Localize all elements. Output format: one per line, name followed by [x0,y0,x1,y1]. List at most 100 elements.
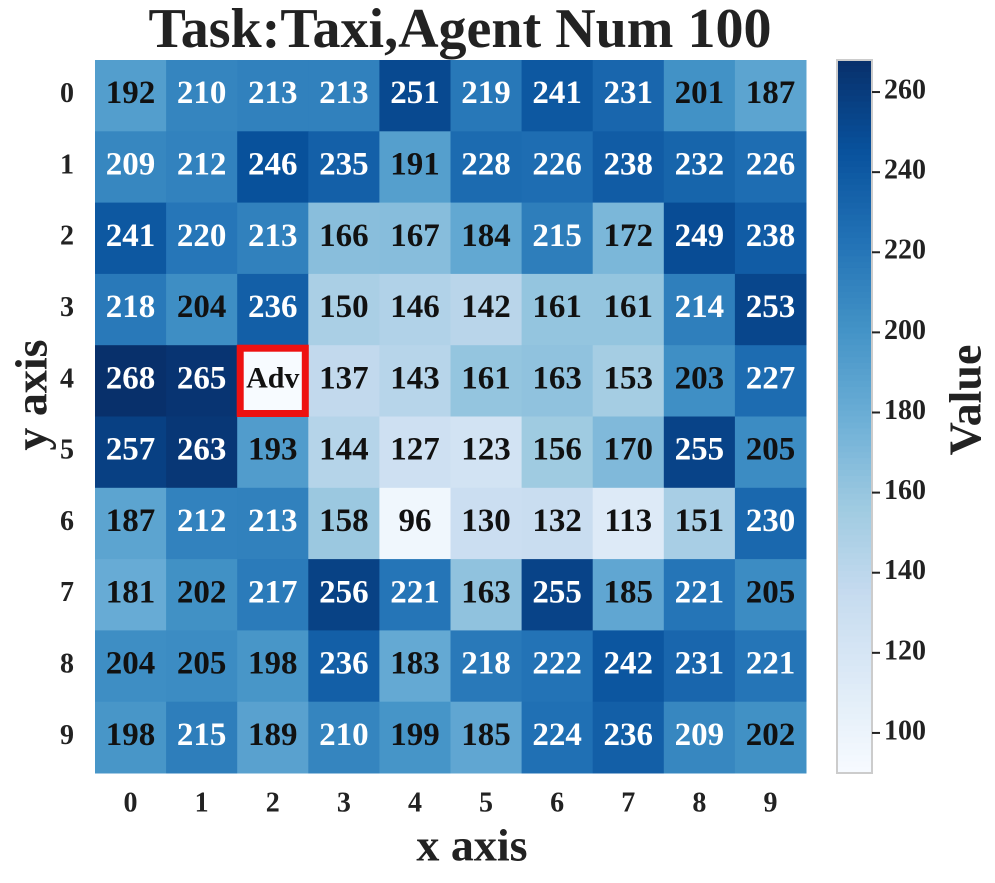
colorbar-segment [837,452,872,459]
cell-label: 222 [532,646,582,682]
heatmap-cell [521,273,594,346]
heatmap-cell [592,202,665,275]
colorbar-segment [837,315,872,323]
heatmap-cell [663,273,736,346]
colorbar-segment [837,125,872,132]
heatmap-cell [734,345,807,417]
colorbar-segment [837,481,872,489]
heatmap-cell [592,487,665,560]
cell-label: 189 [248,717,298,753]
cell-label: 224 [532,717,582,753]
cell-label: 170 [604,432,654,468]
cell-label: 146 [390,289,440,325]
cell-label: 187 [106,503,156,539]
cell-label: 219 [461,75,511,111]
cell-label: 221 [675,574,725,610]
cell-label: 215 [177,717,227,753]
cell-label: 132 [532,503,582,539]
cell-label: 251 [390,75,440,111]
cell-label: 231 [675,646,725,682]
heatmap-cell [308,701,380,774]
colorbar-segment [837,600,872,608]
colorbar-segment [837,737,872,744]
heatmap-cell [734,701,807,774]
colorbar-segment [837,113,872,121]
colorbar-segment [837,576,872,584]
heatmap-cell [379,630,451,703]
cell-label: 185 [461,717,511,753]
colorbar-segment [837,422,872,429]
cell-label: 257 [106,432,156,468]
y-tick-label: 1 [60,149,74,180]
colorbar-segment [837,475,872,483]
cell-label: 199 [390,717,440,753]
cell-label: 130 [461,503,511,539]
colorbar-segment [837,238,872,245]
heatmap-cell [734,630,807,703]
colorbar-segment [837,83,872,91]
colorbar-segment [837,357,872,364]
colorbar-segment [837,749,872,756]
heatmap-cell [521,630,594,703]
cell-label: 246 [248,147,298,183]
x-axis-label: x axis [416,820,527,871]
cell-label: 226 [746,147,796,183]
cell-label: 230 [746,503,796,539]
heatmap-cell [450,60,523,132]
heatmap-cell [734,131,807,204]
colorbar-segment [837,594,872,602]
cell-label: 153 [604,360,654,396]
cell-label: 238 [746,218,796,254]
cell-label: 127 [390,432,440,468]
heatmap-cell [450,273,523,346]
cell-label: 255 [675,432,725,468]
colorbar-segment [837,541,872,548]
colorbar-segment [837,523,872,530]
cell-label: 161 [604,289,654,325]
colorbar-segment [837,149,872,156]
y-tick-label: 3 [60,292,74,323]
cell-label: 236 [319,646,369,682]
cell-label: 215 [532,218,582,254]
heatmap-cell [308,416,380,489]
heatmap-cell [734,416,807,489]
colorbar-segment [837,761,872,768]
heatmap-cell [308,559,380,631]
cell-label: 242 [604,646,654,682]
cell-label: 172 [604,218,654,254]
colorbar-segment [837,161,872,168]
cell-label: 218 [106,289,156,325]
heatmap-cell [592,131,665,204]
colorbar-segment [837,297,872,305]
x-tick-label: 4 [408,787,422,818]
heatmap-cell [592,701,665,774]
heatmap-cell [308,131,380,204]
heatmap-cell [450,202,523,275]
cell-label: 236 [604,717,654,753]
heatmap-cell [95,131,167,204]
cell-label: 241 [106,218,156,254]
colorbar-segment [837,428,872,435]
cell-label: 137 [319,360,369,396]
heatmap-cell [95,487,167,560]
heatmap-cell [663,701,736,774]
cell-label: 213 [248,218,298,254]
colorbar-segment [837,559,872,566]
colorbar-segment [837,77,872,85]
colorbar-segment [837,131,872,138]
colorbar-segment [837,648,872,655]
colorbar-segment [837,493,872,501]
heatmap-cell [521,60,594,132]
cell-label: 213 [248,75,298,111]
heatmap-cell [450,701,523,774]
colorbar-segment [837,226,872,233]
y-tick-label: 4 [60,363,74,394]
y-tick-label: 7 [60,577,74,608]
heatmap-cell [95,345,167,417]
cell-label: 203 [675,360,725,396]
colorbar-segment [837,351,872,358]
cell-label: 228 [461,147,511,183]
colorbar-segment [837,232,872,239]
heatmap-cell [450,345,523,417]
